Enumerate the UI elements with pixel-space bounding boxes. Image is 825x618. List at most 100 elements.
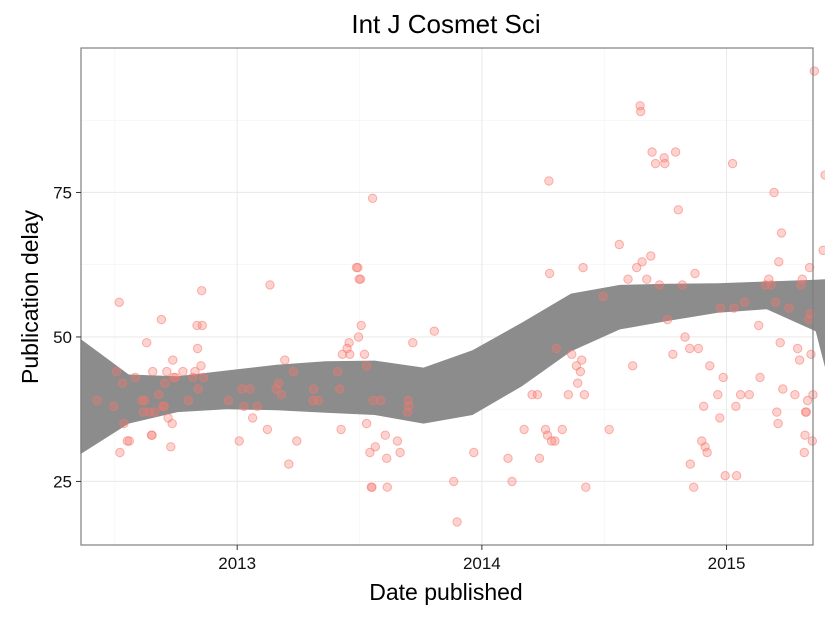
data-point [119, 418, 129, 429]
data-point [368, 395, 378, 406]
data-point [92, 395, 102, 406]
y-tick-label: 75 [53, 183, 72, 202]
data-point [731, 471, 742, 481]
data-point [614, 239, 624, 250]
y-tick-label: 25 [53, 472, 72, 491]
data-point [170, 372, 181, 383]
x-axis-label: Date published [369, 579, 522, 605]
data-point [729, 303, 739, 313]
data-point [637, 257, 647, 267]
data-point [546, 436, 557, 446]
data-point [557, 424, 567, 435]
data-point [809, 66, 819, 76]
data-point [551, 343, 561, 354]
data-point [168, 355, 178, 365]
data-point [670, 147, 681, 157]
data-point [578, 262, 588, 273]
data-point [575, 366, 586, 377]
data-point [642, 274, 652, 284]
data-point [769, 187, 779, 198]
data-point [367, 193, 378, 204]
data-point [739, 297, 750, 307]
data-point [193, 384, 204, 394]
data-point [685, 459, 695, 469]
data-point [731, 401, 741, 411]
data-point [792, 343, 803, 354]
data-point [802, 395, 813, 406]
data-point [252, 401, 262, 411]
confidence-ribbon-layer [80, 279, 825, 455]
data-point [333, 366, 343, 377]
data-point [677, 280, 687, 290]
data-point [735, 390, 746, 400]
data-point [262, 424, 273, 435]
data-point [336, 424, 346, 435]
confidence-ribbon [80, 279, 825, 455]
x-tick-label: 2015 [708, 554, 746, 573]
data-point [159, 401, 169, 411]
data-point [265, 280, 275, 290]
data-point [805, 309, 815, 319]
data-point [280, 355, 290, 365]
data-point [689, 482, 699, 492]
data-point [774, 257, 784, 267]
data-point [680, 332, 690, 342]
data-point [799, 447, 809, 458]
data-point [544, 268, 555, 279]
data-point [776, 228, 787, 238]
data-point [370, 442, 380, 452]
data-point [166, 442, 176, 452]
points-layer [92, 66, 825, 527]
data-point [673, 205, 683, 215]
data-point [550, 436, 560, 446]
data-point [713, 390, 723, 400]
data-point [775, 338, 785, 348]
data-point [700, 442, 710, 452]
data-point [807, 436, 817, 446]
data-point [239, 401, 249, 411]
data-point [647, 147, 657, 157]
data-point [718, 372, 728, 383]
data-point [375, 395, 386, 406]
data-point [699, 401, 709, 411]
data-point [628, 361, 638, 371]
data-point [519, 424, 529, 435]
data-point [800, 430, 810, 440]
data-point [237, 384, 247, 394]
data-point [117, 378, 128, 388]
data-point [355, 274, 366, 284]
data-point [754, 320, 764, 331]
data-point [276, 390, 287, 400]
data-point [452, 517, 462, 527]
data-point [274, 378, 284, 388]
data-point [245, 384, 255, 394]
data-point [308, 384, 319, 394]
data-point [797, 274, 807, 284]
data-point [192, 320, 202, 331]
data-point [544, 176, 554, 186]
data-point [778, 384, 788, 394]
data-point [744, 390, 754, 400]
data-point [335, 384, 345, 394]
data-point [623, 274, 633, 284]
data-point [344, 338, 354, 348]
data-point [197, 320, 208, 331]
data-point [197, 286, 207, 296]
x-axis-ticks: 2013 2014 2015 [218, 545, 745, 573]
data-point [382, 482, 392, 492]
data-point [288, 366, 299, 377]
data-point [353, 262, 363, 273]
data-point [567, 349, 577, 359]
y-axis-ticks: 25 50 75 [53, 183, 81, 491]
data-point [140, 395, 150, 406]
data-point [702, 447, 712, 458]
data-point [715, 413, 725, 423]
data-point [234, 436, 244, 446]
data-point [685, 343, 695, 354]
data-point [818, 245, 825, 255]
data-point [367, 482, 377, 492]
data-point [790, 390, 800, 400]
data-point [693, 343, 704, 354]
data-point [142, 338, 152, 348]
